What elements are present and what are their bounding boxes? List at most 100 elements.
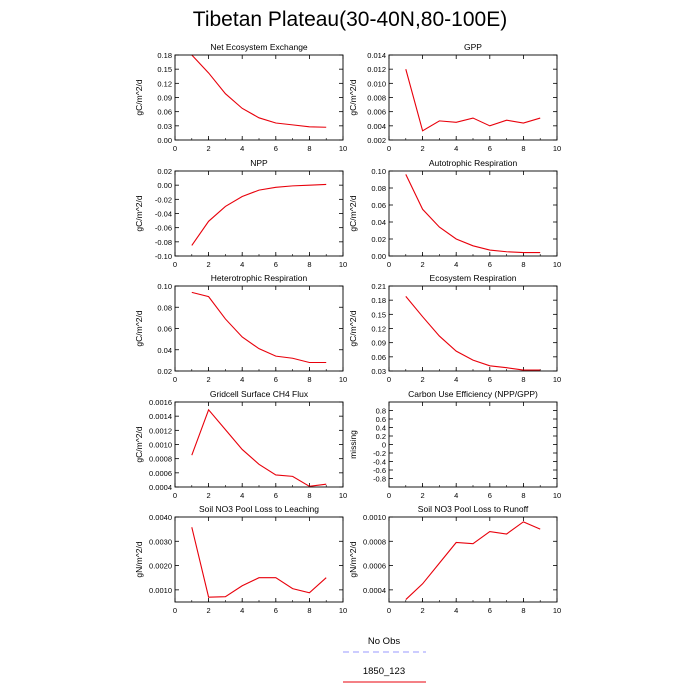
x-tick-label: 6 (488, 375, 492, 384)
plot-frame (174, 54, 344, 141)
panel-title: Autotrophic Respiration (429, 158, 518, 168)
y-tick-label: -0.04 (155, 210, 172, 219)
y-axis-label: gC/m^2/d (348, 195, 358, 231)
series-line (191, 291, 327, 364)
x-tick-label: 0 (387, 491, 391, 500)
y-tick-label: 0.18 (157, 51, 172, 60)
plot-frame (388, 516, 558, 603)
y-tick-label: 0.10 (371, 167, 386, 176)
y-tick-label: -0.4 (373, 458, 386, 467)
plot-frame (174, 285, 344, 372)
panel-3: NPP gC/m^2/d 0 2 4 6 8 10 -0.10 -0.08 -0.06 -0.04 -0… (134, 158, 347, 269)
series-line (405, 69, 541, 132)
series-line (405, 521, 541, 600)
y-tick-label: 0.00 (157, 136, 172, 145)
y-tick-label: 0.0008 (149, 455, 172, 464)
x-tick-label: 2 (207, 260, 211, 269)
y-tick-label: 0.0010 (149, 586, 172, 595)
x-tick-label: 10 (339, 260, 347, 269)
plot-frame (388, 285, 558, 372)
x-tick-label: 0 (387, 606, 391, 615)
x-tick-label: 10 (553, 491, 561, 500)
y-axis-label: gC/m^2/d (348, 310, 358, 346)
y-tick-label: -0.8 (373, 475, 386, 484)
x-tick-label: 0 (387, 144, 391, 153)
y-tick-label: 0.04 (157, 346, 172, 355)
legend-label: No Obs (368, 636, 400, 647)
plot-frame (388, 401, 558, 488)
y-axis-label: gN/m^2/d (348, 541, 358, 577)
y-tick-label: 0.02 (157, 167, 172, 176)
y-tick-label: 0.18 (371, 296, 386, 305)
y-tick-label: 0.008 (367, 94, 386, 103)
panel-title: Gridcell Surface CH4 Flux (210, 389, 309, 399)
y-tick-label: 0.06 (371, 201, 386, 210)
panel-title: Carbon Use Efficiency (NPP/GPP) (408, 389, 538, 399)
x-tick-label: 2 (421, 260, 425, 269)
y-tick-label: 0.12 (371, 325, 386, 334)
panel-title: Heterotrophic Respiration (211, 273, 308, 283)
y-axis-label: gC/m^2/d (134, 426, 144, 462)
y-tick-label: 0.0014 (149, 412, 172, 421)
x-tick-label: 4 (454, 375, 458, 384)
x-tick-label: 6 (488, 144, 492, 153)
x-tick-label: 2 (207, 375, 211, 384)
x-tick-label: 8 (521, 606, 525, 615)
y-tick-label: 0.0040 (149, 513, 172, 522)
y-axis-label: gC/m^2/d (348, 79, 358, 115)
panel-5: Heterotrophic Respiration gC/m^2/d 0 2 4 6 8 10… (134, 273, 347, 384)
y-tick-label: 0.0006 (363, 562, 386, 571)
series-line (191, 408, 327, 487)
y-axis-label: gC/m^2/d (134, 195, 144, 231)
x-tick-label: 4 (454, 260, 458, 269)
y-tick-label: 0.02 (157, 367, 172, 376)
series-line (405, 296, 541, 371)
x-tick-label: 6 (274, 606, 278, 615)
series-line (191, 183, 327, 246)
panel-9: Soil NO3 Pool Loss to Leaching gN/m^2/d 0 2… (134, 504, 347, 615)
y-tick-label: 0.00 (157, 181, 172, 190)
x-tick-label: 8 (307, 144, 311, 153)
y-axis-label: gC/m^2/d (134, 310, 144, 346)
x-tick-label: 8 (307, 375, 311, 384)
y-tick-label: 0.0016 (149, 398, 172, 407)
x-tick-label: 0 (387, 375, 391, 384)
y-tick-label: 0.03 (157, 122, 172, 131)
y-tick-label: -0.10 (155, 252, 172, 261)
x-tick-label: 8 (521, 491, 525, 500)
panel-6: Ecosystem Respiration gC/m^2/d 0 2 4 6 8 10 0.03… (348, 273, 561, 384)
series-line (405, 174, 541, 254)
x-tick-label: 10 (553, 144, 561, 153)
x-tick-label: 8 (521, 260, 525, 269)
plot-frame (174, 401, 344, 488)
x-tick-label: 6 (274, 375, 278, 384)
y-tick-label: 0.0006 (149, 469, 172, 478)
y-tick-label: 0.0012 (149, 426, 172, 435)
x-tick-label: 10 (553, 260, 561, 269)
panel-title: NPP (250, 158, 268, 168)
x-tick-label: 10 (339, 144, 347, 153)
y-tick-label: 0.08 (157, 303, 172, 312)
y-tick-label: 0.0004 (363, 586, 386, 595)
x-tick-label: 0 (387, 260, 391, 269)
panel-title: GPP (464, 42, 482, 52)
x-tick-label: 8 (307, 491, 311, 500)
y-tick-label: 0.4 (376, 424, 386, 433)
y-tick-label: 0.09 (371, 339, 386, 348)
y-tick-label: 0.010 (367, 79, 386, 88)
y-tick-label: -0.6 (373, 466, 386, 475)
x-tick-label: 4 (240, 375, 244, 384)
y-tick-label: 0.0010 (363, 513, 386, 522)
y-tick-label: 0.0004 (149, 483, 172, 492)
x-tick-label: 2 (421, 375, 425, 384)
x-tick-label: 4 (454, 491, 458, 500)
y-tick-label: 0.12 (157, 79, 172, 88)
y-tick-label: 0.8 (376, 407, 386, 416)
x-tick-label: 6 (488, 260, 492, 269)
x-tick-label: 4 (454, 144, 458, 153)
y-tick-label: 0.10 (157, 282, 172, 291)
panel-4: Autotrophic Respiration gC/m^2/d 0 2 4 6 8 10 0.… (348, 158, 561, 269)
panel-title: Ecosystem Respiration (430, 273, 517, 283)
figure-title: Tibetan Plateau(30-40N,80-100E) (192, 8, 508, 31)
